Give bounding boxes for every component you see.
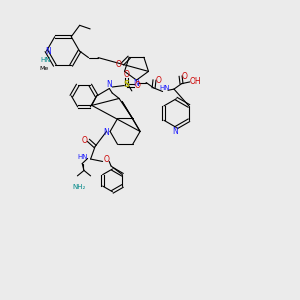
Text: O: O: [182, 72, 188, 81]
Text: O: O: [116, 60, 122, 69]
Text: HN: HN: [160, 85, 170, 91]
Text: S: S: [124, 80, 130, 89]
Text: O: O: [134, 81, 140, 90]
Text: Me: Me: [40, 66, 49, 71]
Text: N: N: [134, 79, 140, 88]
Text: N: N: [103, 128, 109, 136]
Text: O: O: [103, 155, 109, 164]
Text: O: O: [82, 136, 88, 145]
Text: N: N: [172, 127, 178, 136]
Text: O: O: [124, 70, 130, 80]
Text: HN: HN: [77, 154, 88, 160]
Text: O: O: [155, 76, 161, 85]
Text: N: N: [45, 46, 51, 56]
Text: OH: OH: [190, 77, 201, 86]
Text: NH₂: NH₂: [72, 184, 85, 190]
Text: HN: HN: [40, 57, 51, 63]
Text: N: N: [106, 80, 112, 89]
